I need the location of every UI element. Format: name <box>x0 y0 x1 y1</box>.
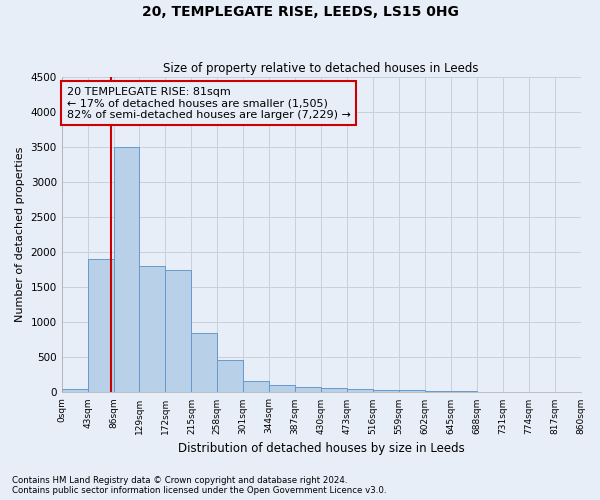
Bar <box>347 388 373 392</box>
Bar <box>217 360 243 392</box>
Bar <box>88 260 113 392</box>
Bar <box>139 266 166 392</box>
Bar <box>373 390 399 392</box>
Bar <box>113 147 139 392</box>
Bar <box>399 390 425 392</box>
Text: 20, TEMPLEGATE RISE, LEEDS, LS15 0HG: 20, TEMPLEGATE RISE, LEEDS, LS15 0HG <box>142 5 458 19</box>
Bar <box>62 389 88 392</box>
Bar <box>295 387 321 392</box>
Bar <box>269 386 295 392</box>
Bar <box>166 270 191 392</box>
Title: Size of property relative to detached houses in Leeds: Size of property relative to detached ho… <box>163 62 479 74</box>
Text: 20 TEMPLEGATE RISE: 81sqm
← 17% of detached houses are smaller (1,505)
82% of se: 20 TEMPLEGATE RISE: 81sqm ← 17% of detac… <box>67 86 351 120</box>
X-axis label: Distribution of detached houses by size in Leeds: Distribution of detached houses by size … <box>178 442 464 455</box>
Bar <box>425 391 451 392</box>
Bar <box>321 388 347 392</box>
Y-axis label: Number of detached properties: Number of detached properties <box>15 147 25 322</box>
Bar <box>243 381 269 392</box>
Text: Contains HM Land Registry data © Crown copyright and database right 2024.
Contai: Contains HM Land Registry data © Crown c… <box>12 476 386 495</box>
Bar <box>191 333 217 392</box>
